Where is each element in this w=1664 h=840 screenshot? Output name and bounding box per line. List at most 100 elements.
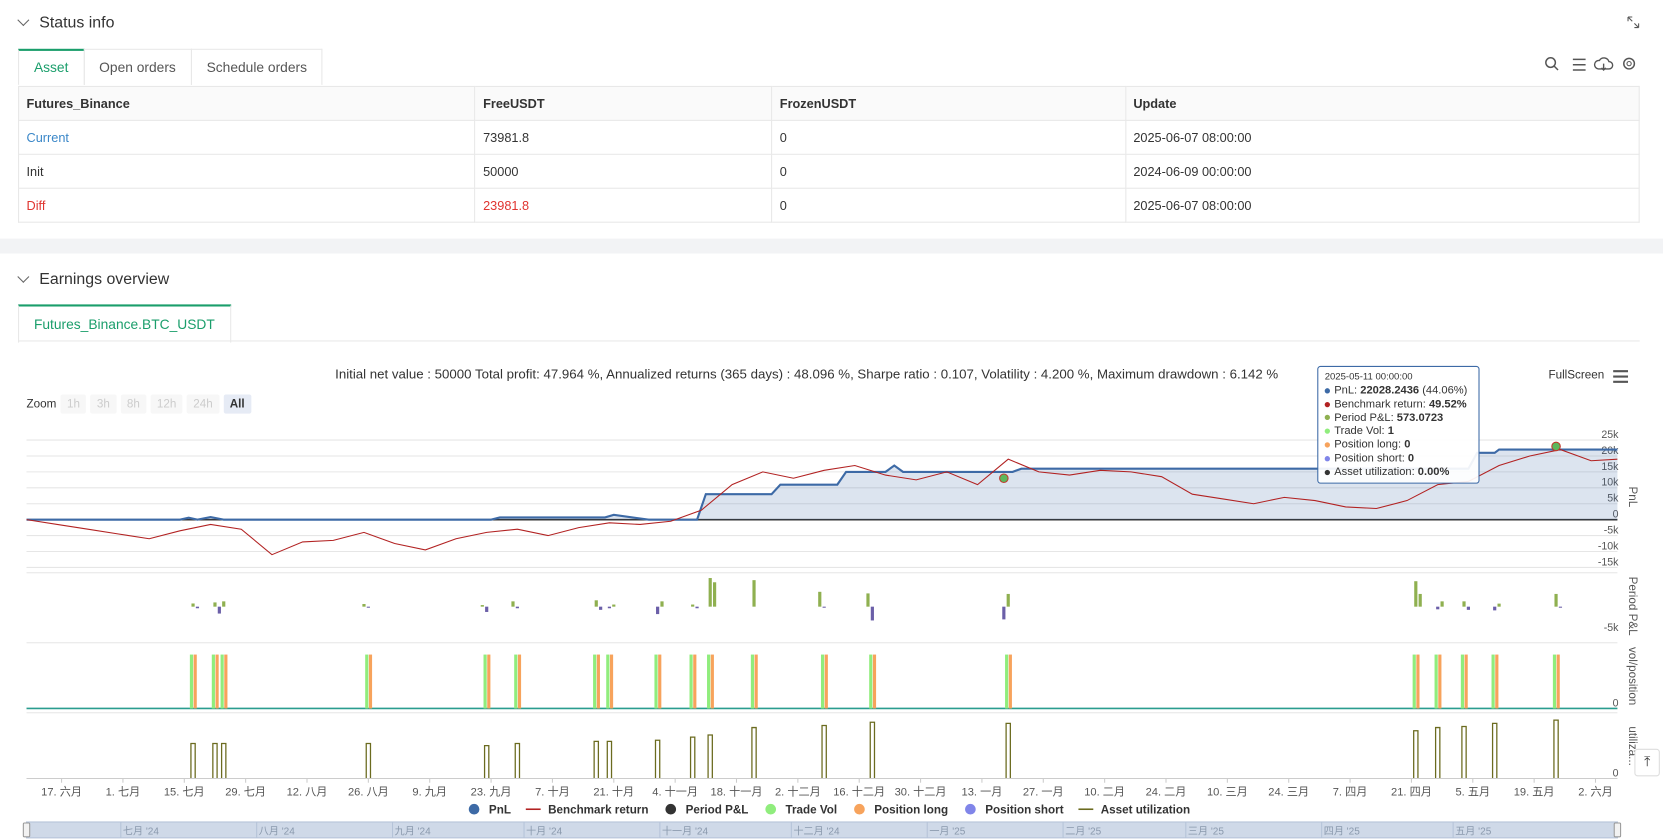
legend-label[interactable]: Period P&L	[686, 803, 749, 816]
tab[interactable]: Schedule orders	[190, 48, 323, 85]
tooltip-label: Asset utilization:	[1334, 465, 1415, 479]
x-tick-label: 29. 七月	[225, 785, 266, 798]
table-cell: Init	[18, 153, 476, 189]
tooltip-label: Position long:	[1334, 438, 1402, 451]
bar	[514, 654, 518, 709]
step	[220, 742, 227, 779]
x-tick-label: 9. 九月	[412, 785, 447, 798]
tooltip-label: Period P&L:	[1334, 411, 1394, 424]
bar	[660, 601, 664, 607]
menu-icon[interactable]	[1612, 369, 1629, 384]
tooltip-note: (44.06%)	[1422, 383, 1468, 397]
bar	[750, 654, 755, 709]
tab-bar: Asset Open orders Schedule orders	[18, 48, 323, 85]
step	[654, 739, 661, 779]
table-cell: 0	[771, 153, 1126, 189]
x-tick-label: 27. 一月	[1023, 786, 1064, 798]
bar	[1491, 654, 1495, 709]
tooltip-label: Benchmark return:	[1334, 397, 1426, 411]
asset-table: Futures_Binance FreeUSDT FrozenUSDT Update C…	[18, 85, 1640, 223]
y-tick-label: 5k	[1607, 493, 1619, 505]
zoom-button[interactable]: All	[223, 394, 251, 414]
fullscreen-button[interactable]: FullScreen	[1548, 369, 1605, 382]
navigator-label: 七月 '24	[123, 826, 159, 838]
toolbar-icons[interactable]	[1543, 55, 1644, 74]
legend-label[interactable]: Position long	[874, 803, 948, 816]
divider	[18, 340, 1640, 342]
tab[interactable]: Asset	[18, 48, 85, 85]
bar	[362, 604, 366, 607]
x-tick-label: 13. 一月	[962, 786, 1003, 798]
tooltip-value: 0	[1404, 438, 1411, 451]
legend-symbol	[468, 803, 480, 815]
zoom-button[interactable]: 1h	[60, 394, 87, 414]
navigator-handle	[1613, 822, 1622, 838]
table-cell: 2025-06-07 08:00:00	[1124, 187, 1640, 223]
bar	[195, 606, 200, 609]
legend-label[interactable]: PnL	[489, 803, 511, 816]
zoom-button[interactable]: 3h	[90, 394, 117, 414]
navigator-label: 八月 '24	[259, 826, 295, 838]
table-row: Current 73981.8 0 2025-06-07 08:00:00	[18, 119, 1640, 155]
header-row: Futures_Binance FreeUSDT FrozenUSDT Update	[18, 85, 1640, 121]
bar	[1556, 654, 1560, 709]
zoom-button[interactable]: 12h	[150, 394, 183, 414]
step	[606, 740, 613, 779]
step	[190, 742, 196, 779]
bar	[1552, 654, 1557, 709]
bar	[480, 605, 484, 607]
bar	[599, 606, 603, 610]
bar	[654, 654, 658, 709]
tooltip-item: Asset utilization: 0.00%	[1324, 465, 1472, 479]
legend-label[interactable]: Position short	[985, 803, 1063, 816]
bar	[211, 654, 215, 709]
bar	[193, 654, 197, 709]
bar	[1464, 654, 1468, 709]
navigator-handle	[22, 822, 31, 838]
section-gap	[0, 238, 1664, 254]
bar	[606, 654, 610, 709]
x-tick-label: 16. 十二月	[833, 784, 885, 798]
table-row: Diff 23981.8 0 2025-06-07 08:00:00	[18, 187, 1640, 223]
series-line	[26, 449, 1618, 556]
bar	[596, 654, 600, 709]
bar	[1414, 581, 1418, 607]
bar	[1493, 606, 1497, 611]
bar	[707, 654, 711, 709]
tooltip-item: Position short: 0	[1324, 452, 1472, 466]
legend-symbol	[854, 803, 865, 815]
legend-label[interactable]: Asset utilization	[1101, 803, 1190, 816]
table-cell: 2025-06-07 08:00:00	[1124, 119, 1640, 155]
bar	[609, 654, 614, 709]
zoom-button[interactable]: 24h	[186, 394, 220, 414]
expand-icon[interactable]	[1626, 15, 1641, 30]
legend-label[interactable]: Trade Vol	[786, 803, 838, 816]
bar	[1008, 654, 1012, 709]
x-tick-label: 30. 十二月	[895, 784, 947, 798]
legend-label[interactable]: Benchmark return	[548, 803, 648, 816]
bar	[217, 606, 221, 614]
tooltip-item: Period P&L: 573.0723	[1324, 411, 1472, 425]
navigator-label: 一月 '25	[929, 826, 965, 838]
tooltip-date: 2025-05-11 00:00:00	[1324, 371, 1413, 382]
navigator-label: 三月 '25	[1188, 826, 1224, 838]
step	[212, 742, 218, 779]
table-row: Init 50000 0 2024-06-09 00:00:00	[18, 153, 1640, 189]
navigator-label: 四月 '25	[1324, 826, 1360, 838]
zoom-bar: Zoom 1h 3h 8h 12h 24h All	[27, 394, 251, 414]
step	[365, 742, 372, 779]
legend-symbol	[765, 803, 777, 815]
bar	[870, 606, 874, 621]
navigator-label: 五月 '25	[1455, 826, 1491, 838]
zoom-button[interactable]: 8h	[120, 394, 147, 414]
scroll-top-button[interactable]: ⤒	[1634, 748, 1660, 777]
step	[1491, 722, 1498, 779]
tooltip: 2025-05-11 00:00:00 PnL: 22028.2436 (44.0…	[1317, 365, 1480, 484]
collapse-icon[interactable]	[17, 270, 30, 283]
bar	[224, 654, 228, 709]
tab[interactable]: Open orders	[83, 48, 192, 85]
symbol-tab[interactable]: Futures_Binance.BTC_USDT	[18, 304, 231, 343]
collapse-icon[interactable]	[17, 14, 30, 27]
